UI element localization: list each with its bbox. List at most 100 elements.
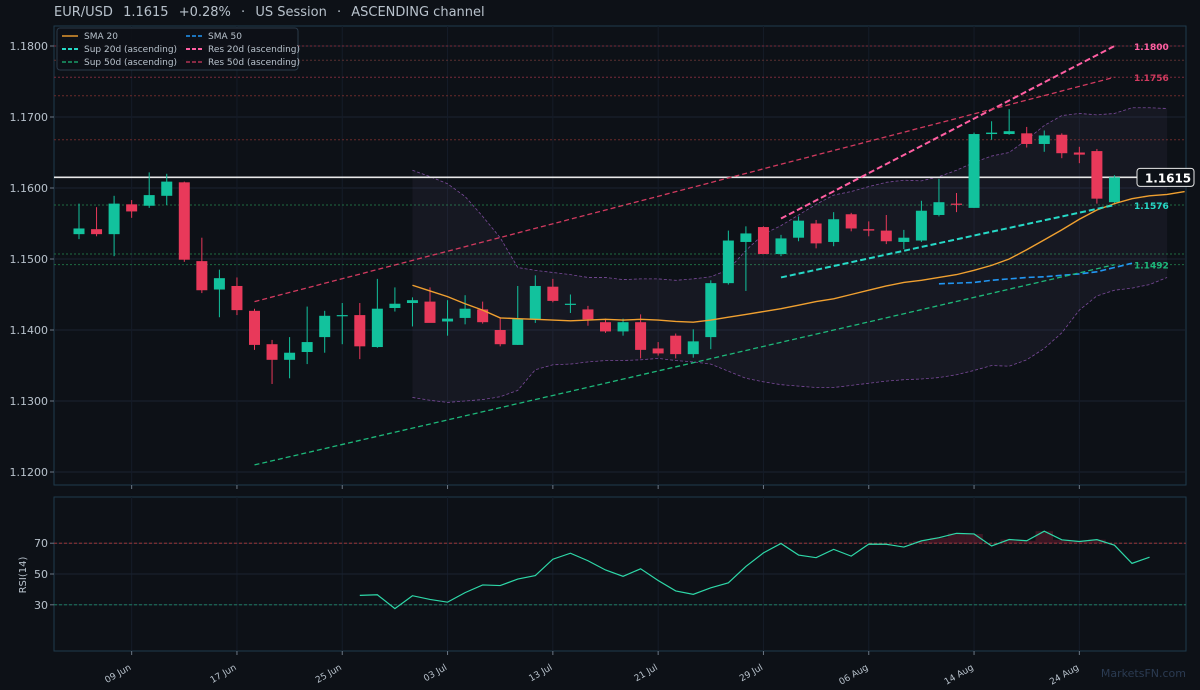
candle-body — [880, 230, 892, 242]
y-tick-label: 1.1500 — [10, 253, 49, 266]
candle-body — [424, 301, 436, 323]
candle-body — [1108, 177, 1120, 203]
candle-body — [143, 195, 155, 206]
legend-label: SMA 20 — [84, 32, 118, 42]
current-price-tag — [1136, 167, 1195, 187]
x-tick-label: 09 Jun — [104, 663, 134, 686]
candle-body — [442, 318, 454, 322]
legend-label: Res 50d (ascending) — [208, 58, 300, 68]
candle-body — [459, 308, 471, 318]
series-sma-20 — [412, 190, 1185, 323]
y-tick-label: 1.1200 — [10, 466, 49, 479]
rsi-overbought-fill — [965, 533, 983, 544]
candle-body — [371, 308, 383, 348]
candle-body — [740, 233, 752, 242]
title-separator: · — [241, 5, 246, 20]
x-tick-label: 29 Jul — [738, 663, 765, 684]
rsi-overbought-fill — [1017, 540, 1036, 544]
candle-body — [810, 223, 822, 244]
candle-body — [564, 303, 576, 305]
rsi-overbought-fill — [930, 537, 948, 544]
candle-body — [1038, 135, 1050, 144]
rsi-overbought-fill — [912, 540, 931, 544]
candle-body — [406, 300, 418, 304]
candle-body — [389, 303, 401, 308]
candle-body — [477, 309, 489, 323]
candle-body — [1073, 152, 1085, 155]
rsi-y-tick-label: 50 — [34, 568, 48, 581]
pattern-label: ASCENDING channel — [351, 5, 485, 20]
x-tick-label: 25 Jun — [314, 663, 344, 686]
candle-body — [775, 238, 787, 255]
rsi-overbought-fill — [1088, 539, 1106, 544]
candle-body — [722, 240, 734, 284]
y-tick-label: 1.1600 — [10, 182, 49, 195]
res50-level-label: 1.1756 — [1134, 74, 1169, 84]
x-tick-label: 06 Aug — [838, 663, 871, 688]
candle-body — [670, 335, 682, 355]
legend: SMA 20 SMA 50 Sup 20d (ascending) Res 20d (… — [56, 27, 300, 71]
session-label: US Session — [255, 5, 327, 20]
rsi-line — [359, 530, 1150, 610]
candle-body — [757, 227, 769, 255]
candle-body — [1056, 134, 1068, 154]
candle-body — [529, 285, 541, 320]
candle-body — [617, 322, 629, 332]
watermark: MarketsFN.com — [1100, 667, 1186, 680]
x-tick-label: 14 Aug — [943, 663, 976, 688]
symbol-label: EUR/USD — [54, 5, 113, 20]
series-sup-50d-ascending — [254, 264, 1115, 466]
candle-body — [196, 261, 208, 291]
candle-body — [512, 318, 524, 345]
x-tick-label: 17 Jun — [209, 663, 239, 686]
y-tick-label: 1.1700 — [10, 111, 49, 124]
candle-body — [319, 315, 331, 338]
candle-body — [915, 210, 927, 241]
x-tick-label: 03 Jul — [422, 663, 449, 684]
change-label: +0.28% — [178, 5, 231, 20]
candle-body — [635, 322, 647, 350]
candle-body — [933, 202, 945, 215]
y-tick-label: 1.1400 — [10, 324, 49, 337]
legend-label: Res 20d (ascending) — [208, 45, 300, 55]
y-tick-label: 1.1800 — [10, 40, 49, 53]
candle-body — [898, 237, 910, 242]
title-separator: · — [336, 5, 342, 20]
candle-body — [687, 341, 699, 355]
rsi-overbought-fill — [1070, 541, 1089, 544]
candle-body — [108, 203, 120, 235]
rsi-y-tick-label: 70 — [34, 537, 48, 550]
candle-body — [249, 310, 260, 345]
x-tick-label: 21 Jul — [633, 663, 660, 684]
candle-body — [213, 278, 225, 290]
rsi-axis-label: RSI(14) — [18, 557, 29, 594]
band-lower — [412, 277, 1168, 403]
rsi-overbought-fill — [1035, 531, 1054, 544]
legend-label: Sup 20d (ascending) — [84, 45, 177, 55]
y-tick-label: 1.1300 — [10, 395, 49, 408]
candle-body — [600, 322, 611, 332]
legend-label: Sup 50d (ascending) — [84, 58, 177, 68]
candle-body — [161, 181, 173, 196]
x-tick-label: 24 Aug — [1048, 663, 1081, 688]
rsi-overbought-fill — [947, 533, 966, 544]
candle-body — [547, 286, 559, 301]
price-panel — [53, 25, 1187, 486]
candle-body — [793, 220, 805, 238]
series-sma-50 — [938, 262, 1133, 285]
candle-body — [951, 203, 962, 205]
band-upper — [412, 107, 1168, 281]
candle-body — [1021, 133, 1033, 144]
series-res-50d-ascending — [254, 76, 1115, 303]
candle-body — [582, 309, 594, 320]
candle-body — [828, 219, 840, 242]
legend-frame — [56, 27, 299, 71]
res20-level-label: 1.1800 — [1134, 43, 1169, 53]
candle-body — [986, 132, 998, 135]
candle-body — [91, 229, 103, 235]
candle-body — [863, 229, 875, 231]
candle-body — [354, 315, 366, 347]
candle-body — [266, 344, 278, 360]
price-label: 1.1615 — [123, 5, 169, 20]
